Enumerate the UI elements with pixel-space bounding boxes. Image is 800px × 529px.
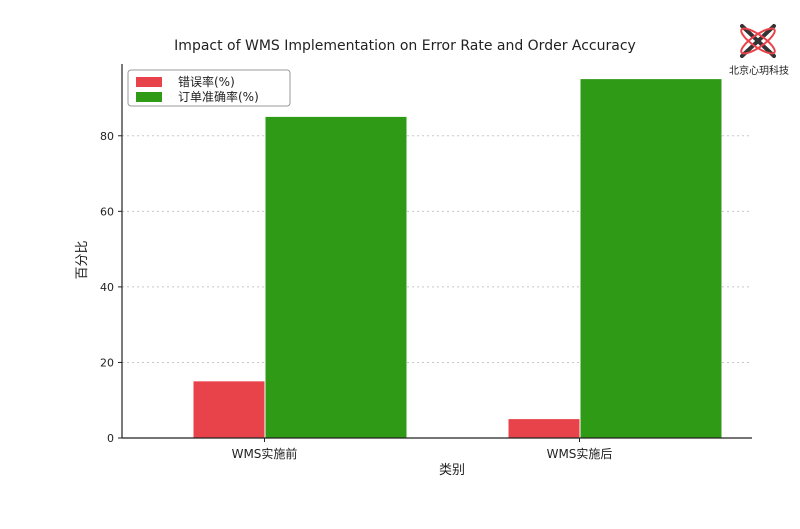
y-axis-label: 百分比 <box>75 240 90 279</box>
y-tick-label: 20 <box>100 356 114 369</box>
legend-label: 订单准确率(%) <box>178 89 259 104</box>
x-ticks: WMS实施前 WMS实施后 <box>232 438 613 461</box>
y-tick-label: 60 <box>100 205 114 218</box>
axes <box>121 64 752 439</box>
y-tick-label: 0 <box>107 432 114 445</box>
legend-swatch <box>136 92 162 102</box>
y-tick-label: 40 <box>100 281 114 294</box>
x-tick-label: WMS实施前 <box>232 446 298 461</box>
x-tick-label: WMS实施后 <box>547 446 613 461</box>
bar-order-accuracy <box>265 116 407 438</box>
brand-logo: 北京心玥科技 <box>722 22 796 82</box>
bar-error-rate <box>193 381 265 438</box>
bar-order-accuracy <box>580 79 722 438</box>
x-axis-label: 类别 <box>439 463 465 478</box>
logo-mark-icon <box>740 24 776 58</box>
bar-error-rate <box>508 419 580 438</box>
legend-label: 错误率(%) <box>178 74 235 89</box>
brand-name: 北京心玥科技 <box>729 66 789 77</box>
legend: 错误率(%)订单准确率(%) <box>127 69 291 107</box>
chart-title: Impact of WMS Implementation on Error Ra… <box>174 38 636 54</box>
y-tick-label: 80 <box>100 130 114 143</box>
legend-box <box>127 69 291 107</box>
y-ticks: 0 20 40 60 80 <box>100 130 122 445</box>
legend-swatch <box>136 77 162 87</box>
bars <box>193 79 722 438</box>
